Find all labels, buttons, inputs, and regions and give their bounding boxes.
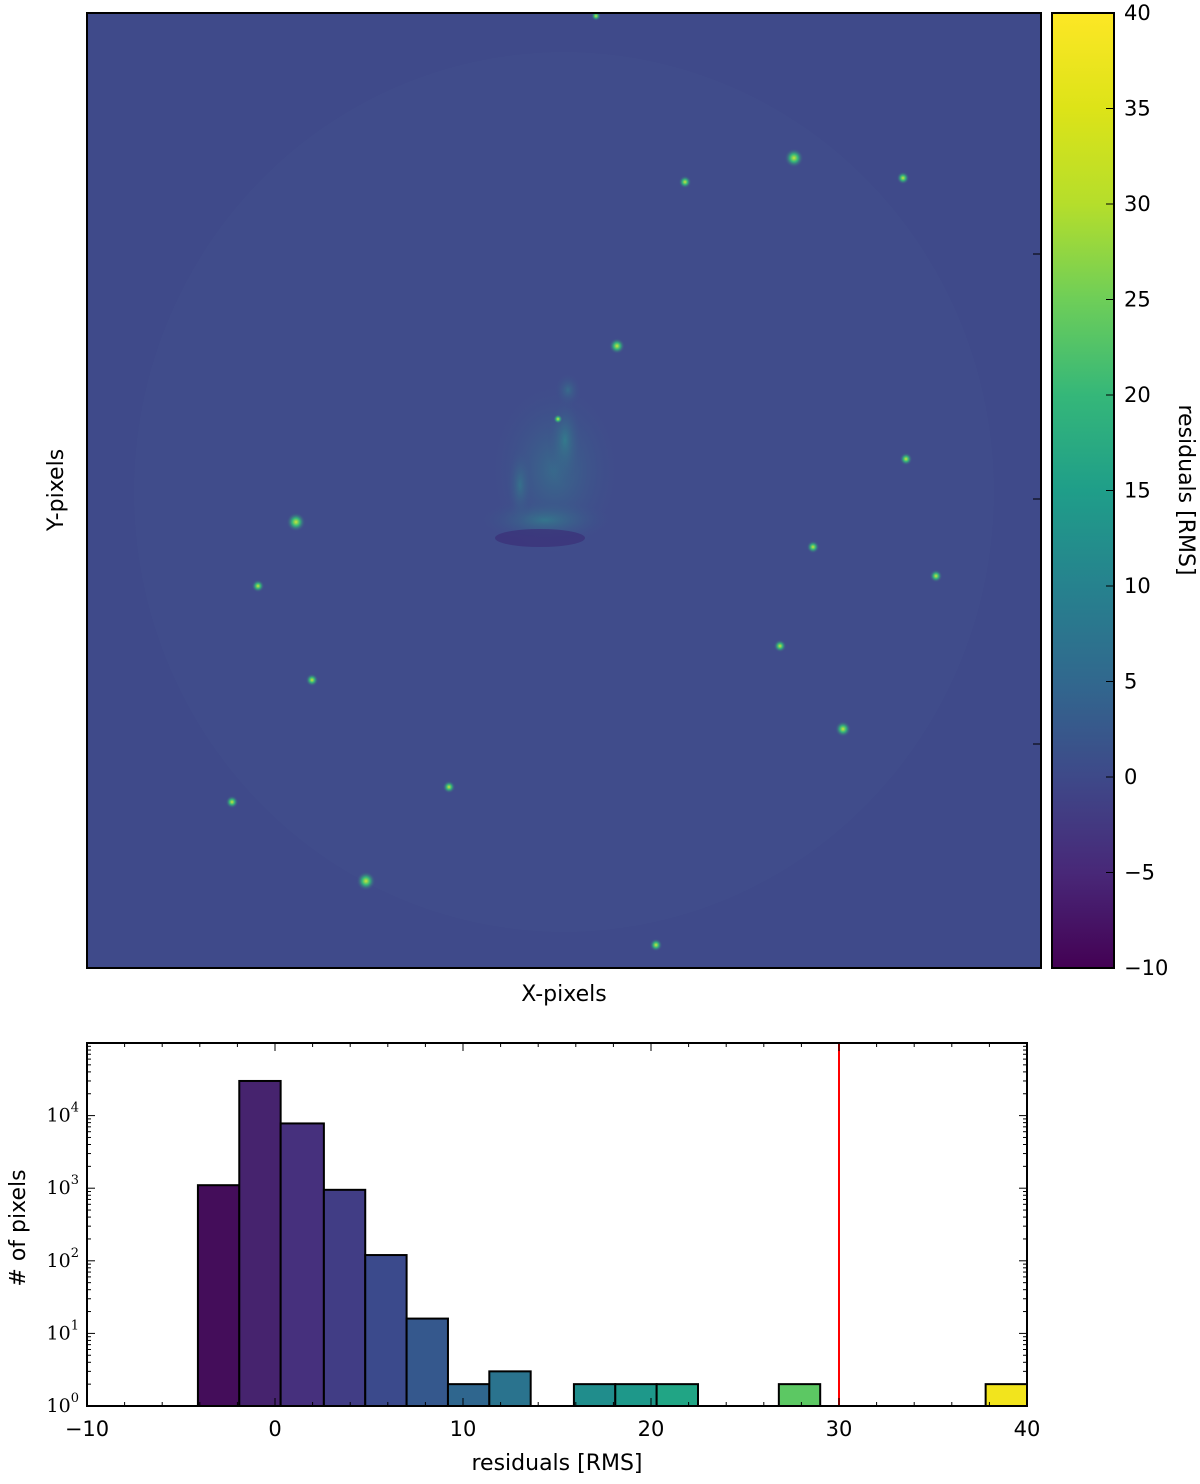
x-tick-label: −10 [65,1417,109,1441]
point-source [784,148,804,168]
image-ylabel: Y-pixels [44,449,69,532]
point-source [251,579,265,593]
colorbar-tick-label: 10 [1124,574,1151,598]
histogram-bar [446,1383,491,1408]
histogram-frame [86,1042,1028,1407]
point-source [678,175,692,189]
point-source [286,512,306,532]
histogram-y-ticks: 100 101 102 103 104 [47,1045,1027,1417]
colorbar-ticks: −10 −5 0 5 10 15 20 25 30 35 40 [1106,1,1168,980]
point-source [442,780,456,794]
histogram-bar [572,1383,617,1408]
y-tick-label: 104 [47,1101,79,1127]
y-tick-label: 100 [47,1391,79,1417]
point-source [929,569,943,583]
colorbar-tick-label: 40 [1124,1,1151,25]
point-source [553,414,563,424]
colorbar-tick-label: −10 [1124,956,1168,980]
image-ticks [1033,253,1041,745]
point-source [899,452,913,466]
point-source [773,639,787,653]
histogram-bar [488,1370,532,1407]
nebula-structure [475,372,625,565]
colorbar-tick-label: 25 [1124,288,1151,312]
histogram-bar [364,1254,408,1407]
y-tick-label: 101 [47,1318,79,1344]
histogram-bar [614,1383,658,1408]
colorbar-label: residuals [RMS] [1173,404,1198,575]
histogram-ylabel: # of pixels [6,1169,31,1286]
point-source [609,338,625,354]
point-source [649,938,663,952]
colorbar-tick-label: 35 [1124,97,1151,121]
point-source [835,721,851,737]
x-tick-label: 20 [638,1417,665,1441]
colorbar-tick-label: 5 [1124,670,1137,694]
histogram-panel: −10 0 10 20 30 40 100 101 102 103 104 residuals [… [6,1042,1041,1476]
colorbar-tick-label: −5 [1124,861,1155,885]
colorbar-tick-label: 15 [1124,479,1151,503]
histogram-bar [655,1383,700,1408]
y-tick-label: 103 [47,1173,79,1199]
y-tick-label: 102 [47,1246,79,1272]
point-source [356,871,376,891]
histogram-bar [196,1184,241,1408]
histogram-x-ticks: −10 0 10 20 30 40 [65,1043,1041,1441]
x-tick-label: 10 [450,1417,477,1441]
point-source [305,673,319,687]
point-source [806,540,820,554]
histogram-bar [322,1188,367,1407]
colorbar-tick-label: 30 [1124,192,1151,216]
point-source [225,795,239,809]
histogram-bar [777,1383,822,1408]
histogram-bars [196,1079,1029,1408]
point-source [896,171,910,185]
histogram-bar [238,1079,282,1407]
point-source [591,13,601,21]
residual-image-features [134,13,994,952]
point-sources [225,13,943,952]
histogram-bar [405,1317,449,1408]
x-tick-label: 40 [1014,1417,1041,1441]
residual-image-panel: X-pixels Y-pixels [44,12,1042,1007]
colorbar-tick-label: 0 [1124,765,1137,789]
histogram-bar [984,1383,1029,1408]
image-xlabel: X-pixels [521,982,606,1007]
x-tick-label: 0 [268,1417,281,1441]
colorbar-gradient [1051,12,1115,969]
image-frame [86,12,1042,969]
colorbar: −10 −5 0 5 10 15 20 25 30 35 40 residuals [RMS] [1051,1,1198,980]
colorbar-tick-label: 20 [1124,383,1151,407]
x-tick-label: 30 [826,1417,853,1441]
histogram-bar [279,1122,325,1408]
histogram-xlabel: residuals [RMS] [471,1451,642,1476]
